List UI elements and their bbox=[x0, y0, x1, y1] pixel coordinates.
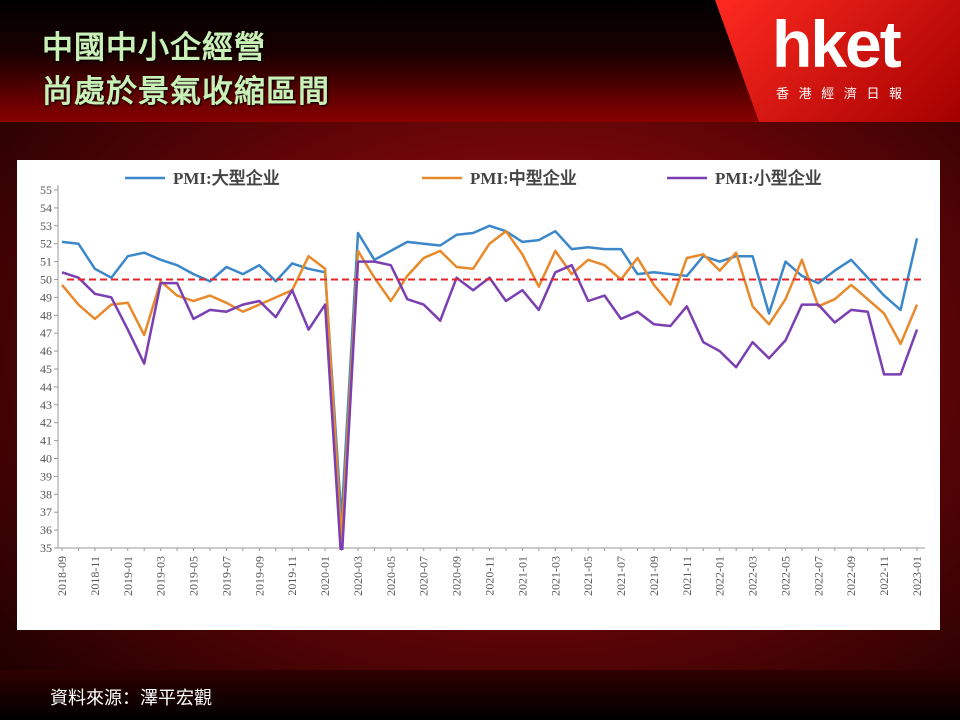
x-tick-label: 2021-07 bbox=[614, 556, 628, 596]
y-tick-label: 41 bbox=[40, 434, 52, 448]
x-tick-label: 2019-07 bbox=[219, 556, 233, 596]
y-tick-label: 42 bbox=[40, 416, 52, 430]
y-tick-label: 38 bbox=[40, 487, 52, 501]
x-tick-label: 2022-03 bbox=[746, 556, 760, 596]
y-tick-label: 37 bbox=[40, 505, 52, 519]
y-tick-label: 43 bbox=[40, 398, 52, 412]
series-line bbox=[61, 229, 919, 541]
y-tick-label: 49 bbox=[40, 290, 52, 304]
legend-label: PMI:小型企业 bbox=[715, 168, 822, 188]
x-tick-label: 2018-09 bbox=[55, 556, 69, 596]
y-tick-label: 39 bbox=[40, 469, 52, 483]
x-tick-label: 2018-11 bbox=[88, 556, 102, 596]
y-tick-label: 46 bbox=[40, 344, 52, 358]
x-tick-label: 2020-05 bbox=[384, 556, 398, 596]
y-tick-label: 45 bbox=[40, 362, 52, 376]
series-line bbox=[61, 260, 919, 550]
x-tick-label: 2020-11 bbox=[483, 556, 497, 596]
y-tick-label: 40 bbox=[40, 452, 52, 466]
y-tick-label: 53 bbox=[40, 219, 52, 233]
x-tick-label: 2022-01 bbox=[713, 556, 727, 596]
y-tick-label: 54 bbox=[40, 201, 52, 215]
title: 中國中小企經營 bbox=[42, 30, 266, 65]
footer bbox=[0, 670, 960, 720]
source: 資料來源：澤平宏觀 bbox=[50, 688, 212, 708]
y-tick-label: 36 bbox=[40, 523, 52, 537]
x-tick-label: 2022-11 bbox=[877, 556, 891, 596]
x-tick-label: 2022-05 bbox=[778, 556, 792, 596]
x-tick-label: 2022-09 bbox=[844, 556, 858, 596]
legend-label: PMI:大型企业 bbox=[173, 168, 280, 188]
chart: 35 36 37 38 39 40 41 42 43 44 45 46 47 48 49 50 51 52 53 54… bbox=[17, 160, 940, 630]
x-tick-label: 2020-09 bbox=[450, 556, 464, 596]
x-tick-label: 2019-11 bbox=[285, 556, 299, 596]
y-tick-label: 48 bbox=[40, 308, 52, 322]
x-tick-label: 2020-07 bbox=[417, 556, 431, 596]
y-tick-label: 51 bbox=[40, 255, 52, 269]
y-tick-label: 35 bbox=[40, 541, 52, 555]
x-tick-label: 2021-05 bbox=[581, 556, 595, 596]
x-tick-label: 2020-03 bbox=[351, 556, 365, 596]
logo: hket bbox=[772, 7, 902, 81]
y-tick-label: 52 bbox=[40, 237, 52, 251]
y-tick-label: 47 bbox=[40, 326, 52, 340]
x-tick-label: 2021-01 bbox=[515, 556, 529, 596]
y-tick-label: 44 bbox=[40, 380, 52, 394]
y-tick-label: 50 bbox=[40, 273, 52, 287]
chart-background bbox=[17, 160, 940, 630]
x-tick-label: 2022-07 bbox=[811, 556, 825, 596]
x-tick-label: 2023-01 bbox=[910, 556, 924, 596]
x-tick-label: 2021-11 bbox=[680, 556, 694, 596]
x-tick-label: 2019-03 bbox=[154, 556, 168, 596]
x-tick-label: 2019-09 bbox=[252, 556, 266, 596]
x-tick-label: 2019-05 bbox=[187, 556, 201, 596]
x-tick-label: 2021-03 bbox=[548, 556, 562, 596]
legend-label: PMI:中型企业 bbox=[470, 168, 577, 188]
x-tick-label: 2021-09 bbox=[647, 556, 661, 596]
y-tick-label: 55 bbox=[40, 183, 52, 197]
title: 尚處於景氣收縮區間 bbox=[42, 74, 330, 109]
logo-subtitle: 香 港 經 濟 日 報 bbox=[776, 86, 906, 101]
x-tick-label: 2020-01 bbox=[318, 556, 332, 596]
x-tick-label: 2019-01 bbox=[121, 556, 135, 596]
logo-panel bbox=[715, 0, 960, 122]
